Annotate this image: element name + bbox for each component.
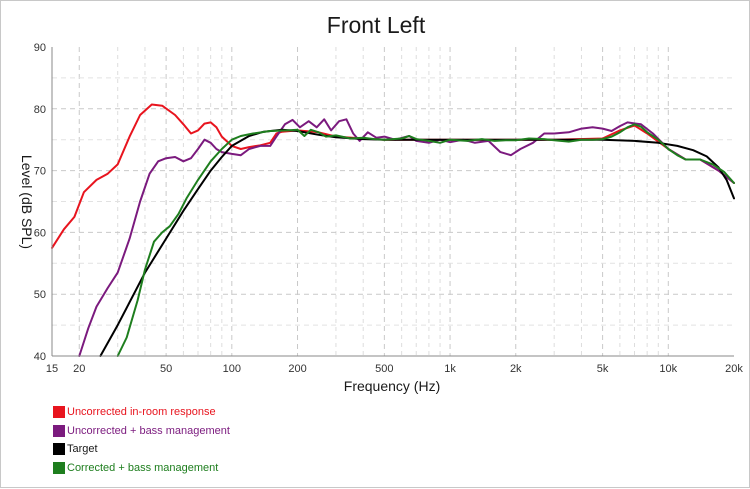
x-tick-label: 2k [510,363,522,375]
legend-swatch [53,406,65,419]
legend-item: Corrected + bass management [53,459,230,478]
legend-item: Uncorrected in-room response [53,403,230,422]
x-tick-label: 5k [597,363,609,375]
y-tick-label: 70 [34,166,46,178]
y-tick-label: 90 [34,42,46,54]
x-tick-label: 15 [46,363,58,375]
x-tick-label: 500 [375,363,393,375]
series-line-2 [78,118,735,357]
y-tick-label: 40 [34,351,46,363]
x-tick-label: 20k [725,363,743,375]
legend: Uncorrected in-room response Uncorrected… [53,403,230,477]
x-tick-label: 200 [288,363,306,375]
legend-item: Target [53,440,230,459]
series-line-4 [116,123,735,357]
legend-swatch [53,443,65,456]
y-axis-label: Level (dB SPL) [19,155,35,249]
legend-label: Target [67,443,98,456]
legend-label: Corrected + bass management [67,461,219,474]
x-tick-label: 50 [160,363,172,375]
legend-label: Uncorrected + bass management [67,424,230,437]
series-line-1 [51,103,735,249]
x-tick-label: 20 [73,363,85,375]
x-tick-label: 100 [223,363,241,375]
legend-item: Uncorrected + bass management [53,422,230,441]
chart-title: Front Left [327,12,426,38]
legend-label: Uncorrected in-room response [67,406,216,419]
y-tick-label: 50 [34,289,46,301]
legend-swatch [53,461,65,474]
y-tick-label: 60 [34,227,46,239]
x-axis-label: Frequency (Hz) [344,378,440,394]
y-tick-label: 80 [34,104,46,116]
x-tick-label: 1k [444,363,456,375]
x-tick-label: 10k [659,363,677,375]
legend-swatch [53,424,65,437]
